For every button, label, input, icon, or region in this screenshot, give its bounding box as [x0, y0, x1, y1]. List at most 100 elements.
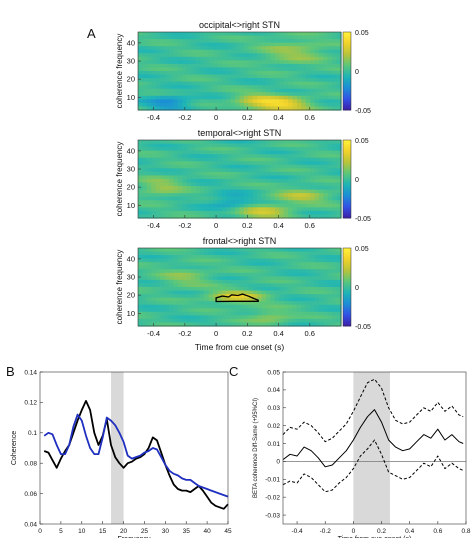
heatmap-cell: [288, 35, 294, 40]
heatmap-cell: [217, 157, 223, 162]
heatmap-cell: [301, 311, 307, 316]
heatmap-cell: [142, 294, 148, 299]
heatmap-cell: [296, 168, 302, 173]
heatmap-cell: [199, 143, 205, 148]
heatmap-cell: [318, 269, 324, 274]
heatmap-cell: [274, 210, 280, 216]
heatmap-cell: [292, 143, 298, 148]
heatmap-cell: [288, 287, 294, 292]
heatmap-cell: [243, 318, 249, 324]
heatmap-cell: [336, 71, 342, 76]
heatmap-cell: [305, 210, 311, 216]
heatmap-cell: [252, 168, 258, 173]
heatmap-cell: [160, 32, 166, 37]
heatmap-cell: [221, 269, 227, 274]
heatmap-cell: [142, 157, 148, 162]
heatmap-cell: [270, 99, 276, 104]
heatmap-cell: [221, 102, 227, 108]
heatmap-cell: [226, 39, 232, 44]
colorbar-segment: [343, 184, 351, 188]
heatmap-cell: [204, 210, 210, 216]
heatmap-cell: [230, 276, 236, 281]
heatmap-cell: [182, 196, 188, 201]
heatmap-cell: [279, 207, 285, 212]
heatmap-cell: [226, 193, 232, 198]
heatmap-cell: [296, 265, 302, 270]
y-tick-label: 0.06: [24, 491, 37, 498]
heatmap-cell: [239, 140, 245, 145]
heatmap-cell: [204, 248, 210, 253]
heatmap-cell: [279, 304, 285, 309]
heatmap-cell: [199, 200, 205, 205]
heatmap-cell: [221, 175, 227, 180]
heatmap-cell: [327, 182, 333, 187]
heatmap-cell: [164, 315, 170, 320]
heatmap-cell: [261, 279, 267, 285]
heatmap-cell: [204, 322, 210, 327]
heatmap-cell: [265, 251, 271, 256]
heatmap-cell: [213, 67, 219, 72]
heatmap-cell: [230, 140, 236, 145]
heatmap-cell: [332, 157, 338, 162]
heatmap-cell: [323, 294, 329, 299]
heatmap-cell: [310, 214, 316, 219]
heatmap-cell: [261, 248, 267, 253]
heatmap-cell: [217, 318, 223, 324]
heatmap-cell: [226, 81, 232, 86]
heatmap-cell: [301, 95, 307, 100]
heatmap-cell: [296, 63, 302, 69]
heatmap-cell: [221, 56, 227, 61]
heatmap-cell: [336, 276, 342, 281]
heatmap-cell: [182, 63, 188, 69]
heatmap-cell: [310, 304, 316, 309]
heatmap-cell: [226, 147, 232, 152]
heatmap-cell: [138, 63, 144, 69]
heatmap-cell: [146, 311, 152, 316]
heatmap-cell: [323, 287, 329, 292]
heatmap-cell: [314, 287, 320, 292]
heatmap-cell: [173, 102, 179, 108]
heatmap-cell: [146, 171, 152, 177]
heatmap-cell: [248, 179, 254, 184]
heatmap-cell: [173, 60, 179, 65]
heatmap-cell: [318, 106, 324, 111]
heatmap-cell: [160, 46, 166, 51]
heatmap-cell: [296, 106, 302, 111]
heatmap-cell: [314, 49, 320, 54]
heatmap-cell: [190, 265, 196, 270]
heatmap-cell: [142, 318, 148, 324]
heatmap-cell: [186, 39, 192, 44]
colorbar-segment: [343, 163, 351, 166]
heatmap-cell: [177, 171, 183, 177]
heatmap-cell: [213, 272, 219, 277]
heatmap-cell: [160, 279, 166, 285]
x-tick-label: 0.2: [242, 221, 252, 230]
heatmap-cell: [146, 279, 152, 285]
heatmap-cell: [252, 276, 258, 281]
heatmap-cell: [160, 276, 166, 281]
heatmap-cell: [160, 269, 166, 274]
heatmap-cell: [217, 56, 223, 61]
heatmap-cell: [248, 147, 254, 152]
heatmap-cell: [235, 203, 241, 208]
heatmap-cell: [332, 161, 338, 166]
heatmap-cell: [230, 92, 236, 97]
heatmap-cell: [195, 53, 201, 58]
heatmap-cell: [182, 265, 188, 270]
heatmap-cell: [221, 39, 227, 44]
heatmap-cell: [213, 283, 219, 288]
heatmap-cell: [265, 164, 271, 169]
heatmap-cell: [261, 171, 267, 177]
heatmap-cell: [164, 150, 170, 155]
heatmap-cell: [195, 210, 201, 216]
heatmap-cell: [217, 171, 223, 177]
heatmap-cell: [230, 95, 236, 100]
heatmap-cell: [226, 200, 232, 205]
heatmap-cell: [261, 150, 267, 155]
heatmap-cell: [318, 88, 324, 93]
heatmap-cell: [296, 276, 302, 281]
heatmap-cell: [314, 140, 320, 145]
heatmap-cell: [186, 196, 192, 201]
heatmap-cell: [204, 53, 210, 58]
heatmap-cell: [151, 248, 157, 253]
